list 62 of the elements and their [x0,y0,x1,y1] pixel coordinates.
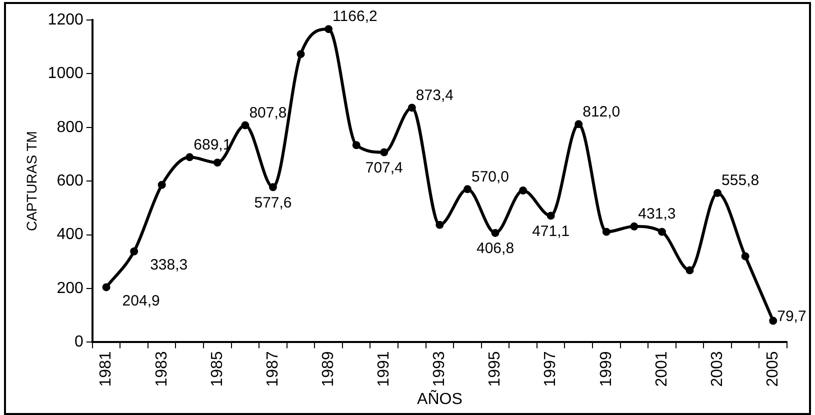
x-tick-label: 1991 [376,351,393,387]
x-tick-label: 1989 [320,351,337,387]
point [630,222,638,230]
point [158,180,166,189]
data-label: 570,0 [471,168,510,186]
y-axis-title: CAPTURAS TM [23,131,40,232]
point [296,50,305,58]
data-label: 812,0 [582,103,620,120]
point [436,220,444,229]
y-tick-label: 1000 [48,65,84,82]
data-label: 204,9 [122,292,160,310]
x-tick-label: 2003 [708,351,726,387]
x-tick-label: 1995 [486,351,504,387]
data-label: 431,3 [638,206,676,223]
y-tick-label: 0 [74,334,84,351]
y-tick-label: 400 [56,226,84,244]
data-label: 1166,2 [332,8,378,26]
x-tick-label: 1981 [98,351,115,387]
point [380,148,388,156]
x-tick-label: 1999 [598,351,615,387]
y-tick-label: 1200 [48,11,84,28]
y-tick-label: 600 [56,172,84,190]
data-label: 471,1 [532,222,570,240]
data-label: 406,8 [476,240,514,258]
point [186,153,194,162]
point [463,185,472,194]
point [686,266,694,274]
point [574,120,583,128]
data-label: 707,4 [365,159,403,176]
point [213,158,222,167]
x-tick-label: 1997 [542,351,560,387]
y-tick-label: 800 [56,118,84,136]
point [658,228,666,236]
x-tick-label: 2005 [764,351,782,387]
point [102,283,110,292]
point [519,186,528,194]
point [602,228,610,236]
point [491,228,500,237]
point [130,247,138,256]
point [268,183,277,192]
point [769,316,778,325]
point [714,188,722,197]
point [546,212,555,220]
point [741,252,750,260]
data-label: 338,3 [150,256,188,274]
x-tick-label: 2001 [653,351,670,387]
x-tick-label: 1985 [208,351,226,387]
x-axis-title: AÑOS [417,388,462,408]
point [408,104,416,112]
x-tick-label: 1983 [153,351,170,387]
data-label: 577,6 [254,194,292,212]
x-tick-label: 1987 [264,351,282,387]
point [324,25,333,34]
data-label: 873,4 [416,86,454,104]
data-label: 555,8 [722,172,760,190]
y-tick-label: 200 [56,280,84,297]
data-label: 807,8 [249,104,287,122]
x-tick-label: 1993 [431,351,448,387]
data-label: 79,7 [777,308,806,325]
data-label: 689,1 [194,136,232,154]
point [241,121,250,130]
point [352,141,360,150]
